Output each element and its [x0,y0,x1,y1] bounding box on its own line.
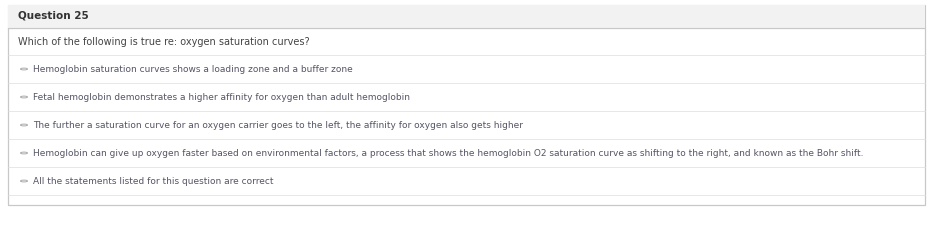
Bar [8,5,925,205]
Bar [8,28,925,205]
Text: Which of the following is true re: oxygen saturation curves?: Which of the following is true re: oxyge… [18,37,310,47]
Bar [8,5,925,28]
Text: All the statements listed for this question are correct: All the statements listed for this quest… [33,176,273,186]
Text: The further a saturation curve for an oxygen carrier goes to the left, the affin: The further a saturation curve for an ox… [33,120,523,130]
Text: Hemoglobin can give up oxygen faster based on environmental factors, a process t: Hemoglobin can give up oxygen faster bas… [33,149,864,157]
Text: Hemoglobin saturation curves shows a loading zone and a buffer zone: Hemoglobin saturation curves shows a loa… [33,65,353,73]
Text: Fetal hemoglobin demonstrates a higher affinity for oxygen than adult hemoglobin: Fetal hemoglobin demonstrates a higher a… [33,92,410,102]
Bar [8,28,925,205]
Text: Question 25: Question 25 [18,11,89,21]
